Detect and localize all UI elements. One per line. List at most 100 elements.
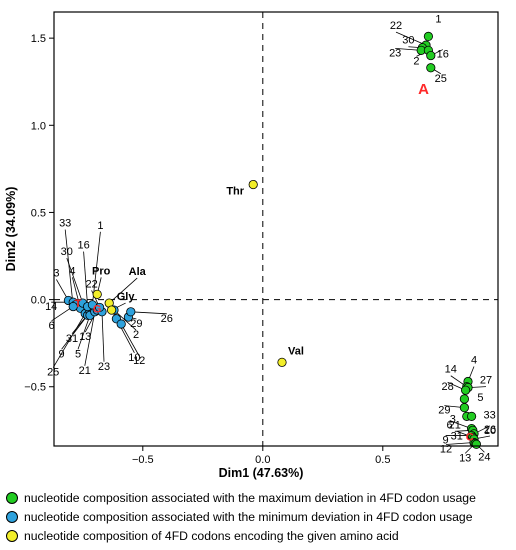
point-label: 25: [435, 73, 447, 85]
point-label: 29: [438, 405, 450, 417]
point-label: 3: [450, 413, 456, 425]
data-point: [426, 63, 436, 73]
point-label: 25: [47, 367, 59, 379]
leader-line: [84, 311, 96, 366]
point-label: 6: [447, 420, 453, 432]
nucleotide-letter-label: G: [93, 303, 102, 315]
point-label: 27: [480, 375, 492, 387]
point-label: 30: [402, 35, 414, 47]
point-label: 5: [75, 348, 81, 360]
point-label: Val: [288, 345, 304, 357]
point-label: 22: [390, 20, 402, 32]
point-label: 33: [59, 218, 71, 230]
legend-item-max: nucleotide composition associated with t…: [6, 488, 516, 507]
blue-dot-icon: [6, 510, 18, 523]
legend-item-min: nucleotide composition associated with t…: [6, 507, 516, 526]
yellow-dot-icon: [6, 529, 18, 542]
point-label: 30: [61, 246, 73, 258]
data-point: [126, 307, 136, 317]
point-label: 16: [77, 240, 89, 252]
leader-line: [66, 257, 84, 304]
point-label: 2: [413, 55, 419, 67]
data-point: [277, 357, 287, 367]
leader-line: [108, 277, 138, 304]
point-label: Ala: [129, 266, 147, 278]
data-point: [460, 385, 471, 395]
point-label: 22: [85, 278, 97, 290]
leader-line: [61, 315, 88, 350]
y-tick-label: −0.5: [24, 382, 46, 394]
leader-line: [64, 229, 74, 307]
y-tick-label: 1.0: [31, 120, 46, 132]
legend: nucleotide composition associated with t…: [6, 488, 516, 545]
leader-line: [77, 315, 91, 350]
point-label: 2: [133, 329, 139, 341]
point-label: 23: [389, 47, 401, 59]
data-point: [107, 305, 117, 315]
data-point: [423, 31, 433, 42]
data-point: [68, 301, 78, 312]
data-points: [63, 31, 481, 449]
point-label: 23: [98, 361, 110, 373]
point-label: 12: [440, 444, 452, 456]
point-label: 10: [128, 352, 140, 364]
point-label: 9: [59, 348, 65, 360]
point-label: 4: [69, 265, 75, 277]
leader-line: [101, 311, 105, 362]
data-point: [459, 403, 469, 413]
x-tick-label: 0.5: [375, 454, 390, 466]
point-label: 1: [97, 220, 103, 232]
point-label: Pro: [92, 265, 111, 277]
data-point: [92, 289, 102, 299]
legend-label: nucleotide composition of 4FD codons enc…: [24, 528, 399, 543]
leader-line: [120, 323, 140, 357]
point-label: 9: [443, 435, 449, 447]
reference-lines: [54, 12, 498, 446]
nucleotide-letter-label: A: [418, 81, 429, 98]
point-label: 12: [133, 355, 145, 367]
point-label: 33: [483, 409, 495, 421]
y-axis-title: Dim2 (34.09%): [4, 187, 18, 272]
point-label: 1: [435, 13, 441, 25]
x-axis-title: Dim1 (47.63%): [219, 466, 304, 480]
plot-frame: [53, 11, 499, 447]
point-label: 21: [449, 419, 461, 431]
green-dot-icon: [6, 491, 18, 504]
point-label: 26: [484, 424, 496, 436]
point-label: Gly: [117, 291, 136, 303]
leader-line: [83, 251, 88, 307]
data-point: [459, 394, 469, 404]
point-label: 28: [441, 381, 453, 393]
legend-label: nucleotide composition associated with t…: [24, 490, 476, 505]
point-label: 21: [79, 365, 91, 377]
point-label: 5: [477, 392, 483, 404]
data-point: [466, 411, 477, 421]
point-label: 26: [161, 313, 173, 325]
point-label: 14: [45, 301, 57, 313]
leader-line: [395, 31, 427, 46]
data-point: [248, 179, 258, 190]
x-tick-label: −0.5: [132, 454, 154, 466]
point-label: 14: [445, 364, 457, 376]
point-label: 10: [484, 425, 496, 437]
data-point: [116, 319, 126, 329]
point-label: 29: [130, 318, 142, 330]
leader-line: [52, 313, 86, 368]
data-point: [95, 302, 105, 313]
legend-item-amino-acid: nucleotide composition of 4FD codons enc…: [6, 526, 516, 545]
legend-label: nucleotide composition associated with t…: [24, 509, 473, 524]
point-label: 24: [478, 451, 490, 463]
point-label: 13: [79, 331, 91, 343]
leader-line: [445, 442, 475, 445]
nucleotide-letter-label: C: [466, 431, 474, 443]
data-point: [426, 50, 436, 61]
y-tick-label: 1.5: [31, 33, 46, 45]
point-label: Thr: [226, 186, 244, 198]
axes: −0.5 0.0 0.5 −0.5 0.0 0.5 1.0 1.5: [24, 11, 499, 466]
x-tick-label: 0.0: [255, 454, 270, 466]
point-label: 3: [53, 267, 59, 279]
point-label: 31: [66, 333, 78, 345]
point-label: 16: [437, 49, 449, 61]
